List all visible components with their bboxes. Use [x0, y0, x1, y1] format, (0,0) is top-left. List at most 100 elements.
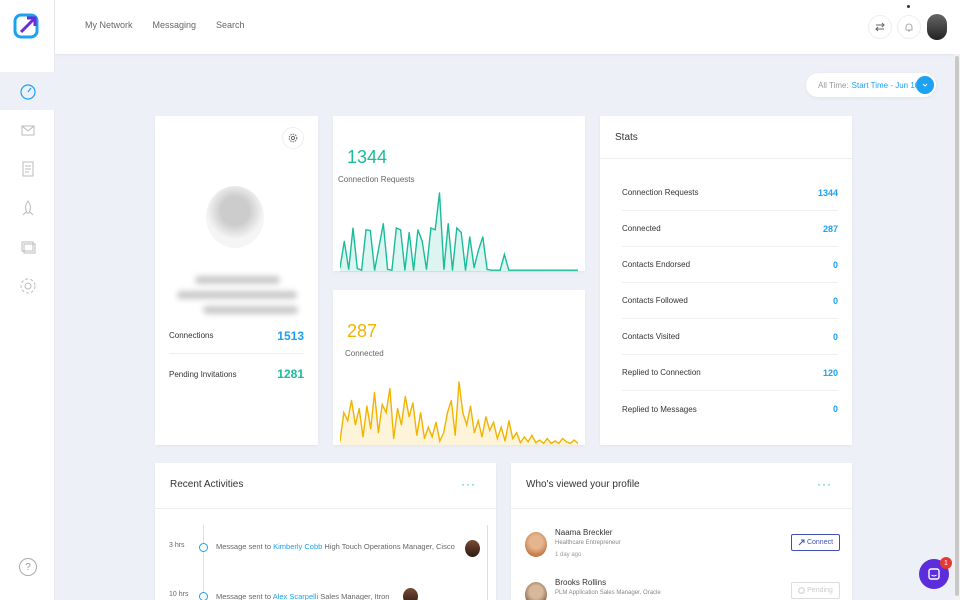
chart-point [477, 420, 479, 422]
page-scrollbar[interactable] [954, 54, 960, 600]
nav-search[interactable]: Search [216, 20, 245, 30]
chart-point [416, 434, 418, 436]
contact-avatar[interactable] [465, 540, 480, 557]
chart-point [451, 269, 454, 271]
chart-point [389, 387, 391, 389]
activity-time: 3 hrs [169, 542, 185, 549]
app-logo-icon[interactable] [13, 12, 41, 40]
connections-label: Connections [169, 331, 214, 340]
pending-invitations-value: 1281 [277, 367, 304, 381]
envelope-icon [21, 125, 34, 136]
chart-point [340, 267, 341, 269]
activity-suffix: High Touch Operations Manager, Cisco [324, 542, 455, 551]
chart-point [554, 440, 556, 442]
sidebar-item-dashboard[interactable] [0, 72, 55, 110]
viewer-time: 1 day ago [555, 552, 582, 558]
chart-point [430, 227, 432, 229]
chart-point [366, 405, 368, 407]
sidebar-item-documents[interactable] [0, 150, 55, 188]
profile-card: Connections 1513 Pending Invitations 128… [155, 116, 318, 445]
sidebar-item-campaigns[interactable] [0, 189, 55, 227]
help-icon[interactable]: ? [19, 558, 37, 576]
connect-button[interactable]: Connect [791, 534, 840, 551]
viewer-item: Naama Breckler Healthcare Entrepreneur 1… [525, 528, 840, 578]
layers-icon [21, 241, 35, 254]
viewer-avatar[interactable] [525, 582, 547, 600]
chart-point [560, 269, 562, 271]
stat-value: 0 [832, 404, 838, 414]
chart-point [473, 432, 475, 434]
chart-point [447, 223, 449, 225]
activity-prefix: Message sent to [216, 542, 272, 551]
chart-point [365, 229, 367, 231]
stat-label: Contacts Followed [622, 296, 688, 305]
chart-point [356, 267, 358, 270]
pending-invitations-row[interactable]: Pending Invitations 1281 [169, 356, 304, 392]
chart-point [562, 437, 564, 440]
more-options-button[interactable]: ··· [461, 477, 476, 491]
pending-invitations-label: Pending Invitations [169, 369, 237, 379]
connection-requests-chart [340, 192, 578, 272]
chart-point [492, 421, 495, 423]
chart-point [516, 432, 518, 434]
activity-time: 10 hrs [169, 591, 189, 598]
chart-point [408, 231, 410, 233]
viewer-name[interactable]: Naama Breckler [555, 528, 613, 537]
chart-point [343, 240, 345, 242]
activity-contact-link[interactable]: Kimberly Cobb [273, 542, 323, 551]
user-avatar[interactable] [927, 14, 947, 40]
timeline-line [203, 525, 204, 600]
bell-icon[interactable] [897, 15, 921, 39]
sidebar-item-settings[interactable] [0, 267, 55, 305]
chart-point [378, 246, 380, 248]
sidebar-item-templates[interactable] [0, 228, 55, 266]
viewer-name[interactable]: Brooks Rollins [555, 578, 607, 587]
viewer-avatar[interactable] [525, 532, 547, 557]
profile-settings-button[interactable] [282, 127, 304, 149]
switch-account-icon[interactable] [868, 15, 892, 39]
dashboard-icon [19, 84, 36, 100]
stat-value: 287 [822, 223, 838, 234]
chart-point [499, 269, 501, 271]
stat-row-connection-requests: Connection Requests 1344 [622, 175, 838, 211]
chart-point [527, 441, 529, 443]
notification-dot [907, 5, 910, 8]
sidebar-item-messages[interactable] [0, 111, 55, 149]
top-nav: My Network Messaging Search [85, 20, 245, 30]
activity-prefix: Message sent to [216, 592, 272, 600]
chart-point [352, 227, 354, 229]
nav-messaging[interactable]: Messaging [152, 20, 197, 30]
chart-point [439, 440, 441, 442]
date-filter[interactable]: All Time: Start Time - Jun 10 [806, 73, 936, 97]
chart-point [446, 412, 449, 414]
scrollbar[interactable] [487, 525, 488, 600]
chart-point [538, 269, 540, 271]
stat-row-replied-to-messages: Replied to Messages 0 [622, 391, 838, 427]
connections-row[interactable]: Connections 1513 [169, 318, 304, 354]
pending-button[interactable]: Pending [791, 582, 840, 599]
chart-point [435, 421, 437, 423]
date-filter-button[interactable] [916, 76, 934, 94]
gear-icon [20, 278, 35, 294]
stat-value: 0 [832, 259, 838, 270]
chart-point [385, 412, 387, 414]
connect-button-label: Connect [806, 539, 834, 546]
divider [511, 508, 852, 509]
connected-total: 287 [347, 321, 378, 341]
chart-point [400, 229, 402, 231]
stat-value: 1344 [817, 187, 838, 198]
chart-point [496, 437, 498, 440]
stat-label: Replied to Messages [622, 404, 697, 414]
contact-avatar[interactable] [403, 588, 418, 600]
scrollbar-thumb[interactable] [955, 56, 959, 596]
chart-point [469, 405, 472, 407]
stats-title: Stats [615, 132, 638, 143]
more-options-button[interactable]: ··· [817, 477, 832, 491]
timeline-dot [199, 592, 208, 600]
chart-point [370, 428, 372, 430]
profile-location-blurred [203, 306, 298, 314]
nav-my-network[interactable]: My Network [85, 20, 133, 30]
chart-point [456, 227, 458, 229]
activity-contact-link[interactable]: Alex Scarpelli [272, 592, 319, 600]
connection-requests-total: 1344 [347, 147, 388, 167]
